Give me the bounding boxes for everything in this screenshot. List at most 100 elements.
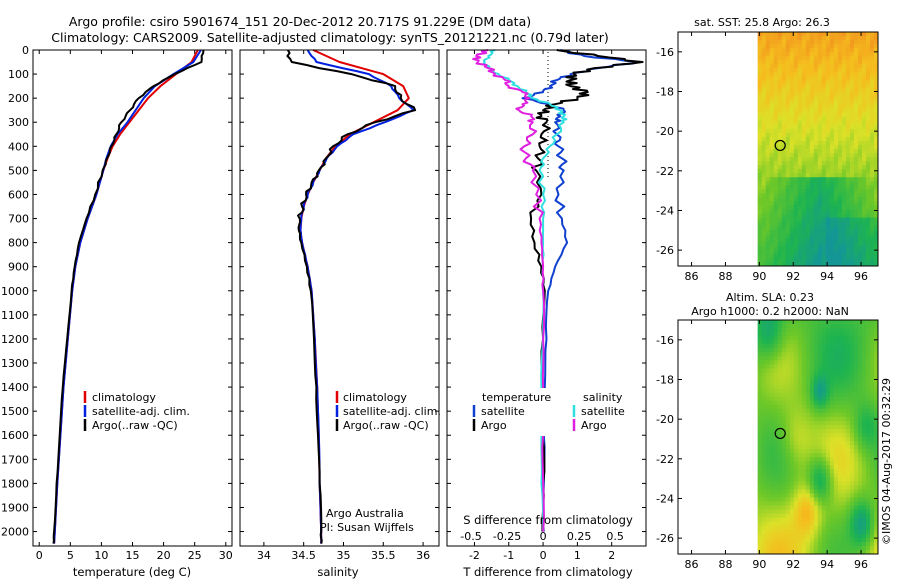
map-cell	[777, 165, 783, 170]
map-cell	[825, 100, 831, 106]
map-cell	[757, 469, 763, 474]
map-cell	[829, 408, 835, 414]
depth-tick-label: 1000	[1, 285, 29, 298]
map-cell	[813, 348, 819, 353]
map-cell	[825, 420, 831, 426]
map-cell	[845, 332, 851, 337]
map-cell	[805, 517, 811, 523]
map-cell	[805, 36, 811, 41]
map-cell	[789, 340, 795, 345]
map-cell	[821, 485, 827, 490]
map-cell	[789, 320, 795, 325]
map-cell	[873, 509, 879, 515]
map-cell	[865, 380, 871, 385]
map-cell	[789, 140, 795, 146]
map-cell	[817, 165, 823, 170]
map-cell	[781, 392, 787, 398]
map-cell	[841, 161, 847, 166]
map-cell	[845, 348, 851, 353]
map-cell	[793, 396, 799, 402]
map-cell	[865, 213, 871, 218]
map-cell	[789, 253, 795, 259]
map-cell	[845, 197, 851, 202]
map-cell	[857, 185, 863, 190]
map-cell	[785, 537, 791, 543]
map-cell	[821, 241, 827, 247]
map-cell	[785, 88, 791, 93]
map-cell	[765, 509, 771, 515]
map-cell	[837, 149, 843, 154]
map-cell	[853, 549, 859, 555]
map-cell	[849, 56, 855, 61]
map-cell	[829, 412, 835, 418]
map-cell	[797, 128, 803, 134]
map-cell	[837, 124, 843, 130]
map-cell	[785, 116, 791, 122]
map-cell	[833, 221, 839, 227]
map-cell	[785, 233, 791, 239]
map-cell	[849, 205, 855, 210]
map-cell	[829, 104, 835, 110]
map-cell	[785, 72, 791, 77]
map-cell	[777, 64, 783, 69]
map-cell	[793, 40, 799, 45]
map-cell	[873, 104, 879, 110]
map-cell	[821, 205, 827, 210]
map-cell	[785, 96, 791, 101]
map-cell	[825, 124, 831, 130]
map-cell	[825, 36, 831, 41]
map-cell	[857, 153, 863, 158]
map-cell	[825, 396, 831, 402]
map-cell	[785, 376, 791, 381]
map-cell	[841, 529, 847, 535]
map-cell	[845, 80, 851, 85]
map-cell	[757, 509, 763, 515]
map-cell	[785, 461, 791, 466]
map-cell	[769, 68, 775, 73]
map-cell	[853, 80, 859, 85]
map-cell	[781, 344, 787, 349]
map-cell	[805, 489, 811, 494]
map-cell	[809, 453, 815, 458]
map-cell	[797, 217, 803, 223]
map-cell	[805, 360, 811, 365]
map-cell	[853, 205, 859, 210]
map-cell	[789, 68, 795, 73]
map-cell	[821, 328, 827, 333]
map-cell	[821, 108, 827, 114]
map-cell	[809, 241, 815, 247]
map-cell	[801, 197, 807, 202]
map-cell	[841, 261, 847, 267]
map-cell	[873, 193, 879, 198]
map-cell	[781, 437, 787, 442]
map-cell	[829, 489, 835, 494]
map-cell	[845, 408, 851, 414]
map-cell	[845, 416, 851, 422]
map-cell	[813, 132, 819, 138]
map-cell	[849, 209, 855, 214]
map-cell	[829, 261, 835, 267]
map-cell	[809, 449, 815, 454]
map-cell	[825, 144, 831, 150]
map-cell	[813, 364, 819, 369]
map-cell	[837, 104, 843, 110]
map-cell	[845, 449, 851, 454]
map-cell	[777, 253, 783, 259]
map-cell	[849, 348, 855, 353]
map-cell	[865, 88, 871, 93]
map-cell	[869, 64, 875, 69]
map-cell	[821, 545, 827, 551]
map-cell	[769, 509, 775, 515]
map-cell	[777, 497, 783, 502]
map-cell	[833, 241, 839, 247]
map-cell	[765, 416, 771, 422]
map-cell	[757, 517, 763, 523]
map-cell	[821, 513, 827, 519]
map-cell	[789, 189, 795, 194]
map-cell	[849, 52, 855, 57]
map-cell	[833, 437, 839, 442]
map-cell	[853, 332, 859, 337]
map-cell	[789, 449, 795, 454]
map-cell	[765, 64, 771, 69]
map-cell	[769, 257, 775, 263]
